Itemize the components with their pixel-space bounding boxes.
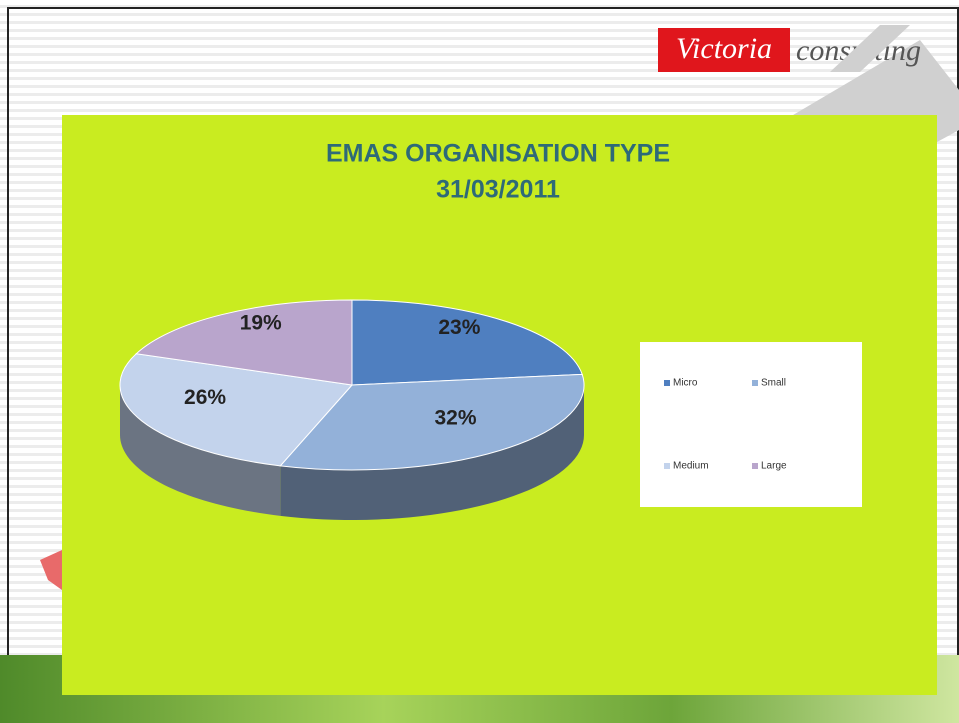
legend-swatch bbox=[752, 463, 758, 469]
logo-brand: Victoria bbox=[676, 32, 772, 65]
slide: Victoria consulting EMAS ORGANISATION TY… bbox=[0, 0, 959, 723]
legend-label: Medium bbox=[673, 461, 709, 472]
legend-swatch bbox=[752, 380, 758, 386]
legend-label: Micro bbox=[673, 378, 698, 389]
legend-swatch bbox=[664, 380, 670, 386]
chart-title: EMAS ORGANISATION TYPE bbox=[326, 140, 670, 168]
data-label: 26% bbox=[184, 386, 226, 409]
legend-swatch bbox=[664, 463, 670, 469]
legend-label: Small bbox=[761, 378, 786, 389]
chart: Victoria consulting EMAS ORGANISATION TY… bbox=[0, 0, 959, 723]
legend bbox=[640, 342, 862, 507]
legend-label: Large bbox=[761, 461, 787, 472]
data-label: 32% bbox=[435, 406, 477, 429]
data-label: 23% bbox=[438, 316, 480, 339]
chart-subtitle: 31/03/2011 bbox=[436, 176, 560, 204]
data-label: 19% bbox=[240, 311, 282, 334]
